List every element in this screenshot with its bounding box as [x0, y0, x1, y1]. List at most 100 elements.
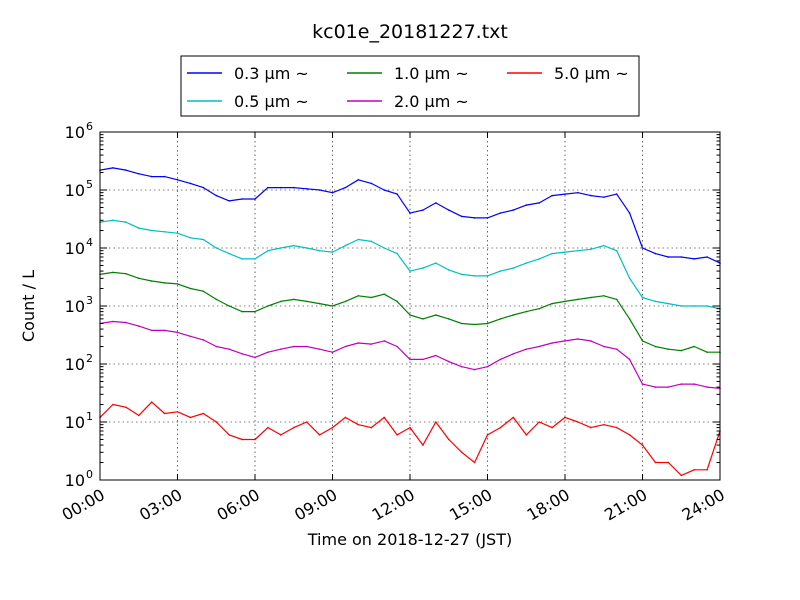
- data-point: [241, 258, 243, 260]
- x-tick-label: 00:00: [59, 485, 108, 525]
- data-point: [370, 426, 373, 429]
- y-tick-exponent: 5: [86, 178, 93, 191]
- data-point: [603, 345, 605, 348]
- data-point: [641, 444, 644, 446]
- data-point: [228, 305, 230, 307]
- data-point: [538, 307, 540, 310]
- data-point: [202, 339, 205, 341]
- series-layer: [99, 167, 721, 477]
- data-point: [577, 249, 579, 252]
- data-point: [525, 310, 528, 313]
- data-point: [383, 416, 386, 419]
- data-point: [435, 421, 437, 423]
- data-point: [667, 348, 670, 351]
- data-point: [473, 461, 476, 464]
- data-point: [241, 198, 243, 200]
- data-point: [603, 423, 605, 426]
- data-point: [396, 345, 398, 348]
- data-point: [254, 198, 256, 200]
- data-point: [641, 247, 644, 249]
- data-point: [512, 267, 515, 269]
- data-point: [667, 386, 670, 388]
- data-point: [628, 318, 631, 320]
- data-point: [267, 426, 269, 429]
- data-point: [228, 200, 230, 202]
- data-point: [706, 305, 708, 307]
- data-point: [486, 365, 489, 368]
- data-point: [228, 434, 230, 436]
- data-point: [267, 305, 269, 307]
- data-point: [305, 188, 308, 190]
- y-tick-label: 10 2: [65, 352, 93, 374]
- data-point: [112, 320, 114, 323]
- data-point: [706, 351, 708, 354]
- data-point: [383, 189, 386, 191]
- legend-item: 5.0 μm ~: [507, 64, 629, 83]
- data-point: [577, 421, 579, 423]
- series-3: [99, 320, 721, 390]
- data-point: [486, 322, 489, 325]
- data-point: [512, 353, 515, 355]
- data-point: [680, 305, 683, 307]
- data-point: [422, 358, 424, 361]
- data-point: [112, 167, 114, 169]
- data-point: [460, 215, 463, 218]
- data-point: [525, 204, 528, 206]
- legend-item: 0.3 μm ~: [187, 64, 309, 83]
- data-point: [112, 271, 114, 274]
- data-point: [280, 186, 282, 189]
- data-point: [125, 169, 127, 171]
- data-point: [138, 173, 140, 175]
- data-point: [150, 175, 153, 178]
- data-point: [693, 383, 695, 385]
- data-point: [499, 426, 502, 429]
- data-point: [331, 305, 334, 307]
- data-point: [706, 256, 708, 258]
- data-point: [305, 345, 308, 348]
- data-point: [254, 356, 256, 359]
- series-0: [99, 167, 721, 264]
- data-point: [150, 280, 153, 282]
- data-point: [228, 348, 230, 351]
- data-point: [460, 273, 463, 276]
- x-tick-label: 24:00: [679, 485, 728, 525]
- series-2: [99, 271, 721, 354]
- data-point: [641, 383, 644, 385]
- data-point: [215, 247, 218, 249]
- data-point: [486, 275, 489, 277]
- data-point: [409, 358, 411, 361]
- data-point: [293, 345, 295, 348]
- data-point: [409, 212, 411, 214]
- y-tick-label: 10 3: [65, 294, 93, 316]
- data-point: [150, 329, 153, 332]
- series-4: [99, 401, 721, 477]
- data-point: [564, 340, 566, 342]
- data-point: [215, 421, 218, 423]
- data-point: [176, 283, 179, 285]
- data-point: [189, 237, 192, 239]
- x-tick-label: 06:00: [214, 485, 263, 525]
- data-point: [125, 272, 127, 275]
- x-axis-label: Time on 2018-12-27 (JST): [307, 530, 512, 549]
- data-point: [473, 217, 476, 219]
- data-point: [215, 345, 218, 348]
- data-point: [293, 244, 295, 247]
- data-point: [615, 298, 618, 301]
- y-tick-base: 10: [65, 355, 85, 374]
- data-point: [525, 262, 528, 264]
- data-point: [628, 212, 631, 214]
- data-point: [538, 421, 540, 423]
- y-tick-base: 10: [65, 239, 85, 258]
- data-point: [344, 345, 347, 348]
- data-point: [241, 353, 243, 355]
- data-point: [396, 252, 398, 255]
- data-point: [551, 194, 553, 197]
- data-point: [667, 461, 670, 464]
- data-point: [577, 298, 579, 301]
- legend-label: 2.0 μm ~: [394, 92, 469, 111]
- ticks: [99, 131, 721, 481]
- data-point: [538, 258, 540, 260]
- data-point: [448, 360, 450, 363]
- data-point: [615, 348, 618, 351]
- data-point: [448, 318, 450, 320]
